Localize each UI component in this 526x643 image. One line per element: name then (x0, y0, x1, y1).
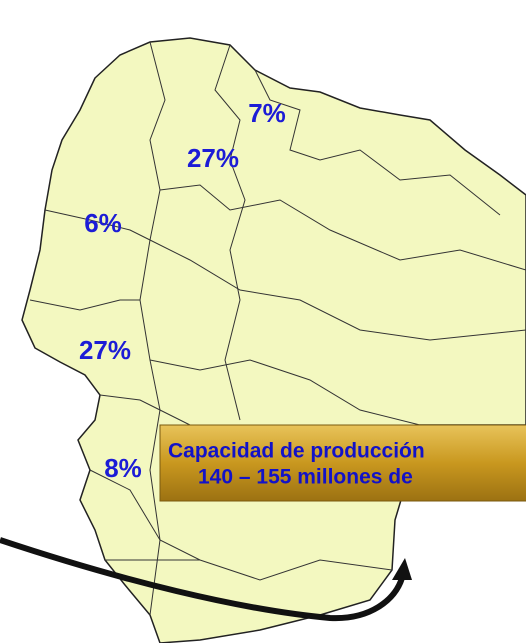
arrow (0, 537, 405, 622)
region-label: 27% (187, 143, 239, 173)
callout-line2: 140 – 155 millones de (198, 466, 413, 489)
callout-box (159, 424, 526, 502)
province-borders (29, 41, 526, 616)
arrow-head (392, 558, 412, 580)
region-label: 27% (79, 335, 131, 365)
region-label: 7% (248, 98, 286, 128)
callout-line1: Capacidad de producción (168, 440, 425, 463)
region-label: 8% (104, 453, 142, 483)
region-label: 6% (84, 208, 122, 238)
